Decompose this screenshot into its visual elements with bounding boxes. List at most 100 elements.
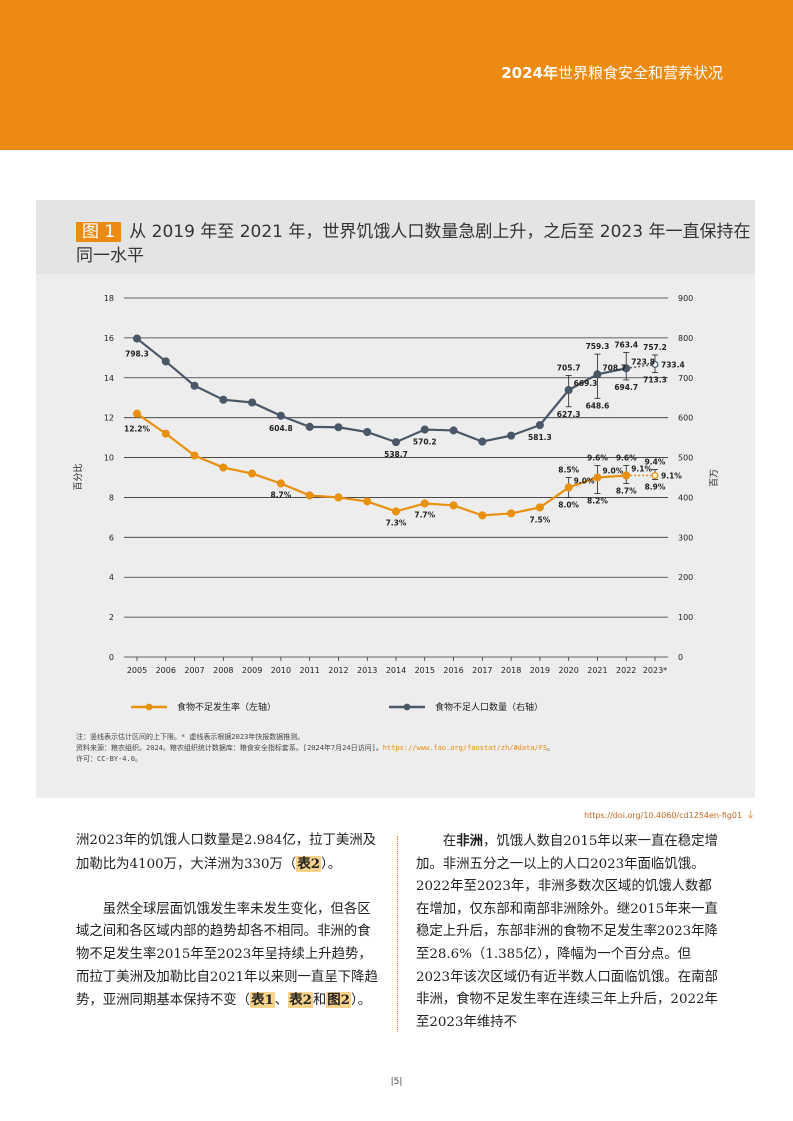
x-tick-label: 2021 [587, 666, 607, 675]
download-icon[interactable]: ⤓ [748, 808, 753, 821]
paragraph-text: 、 [274, 993, 289, 1009]
paragraph-text: ）。 [321, 856, 342, 872]
x-tick-label: 2023* [643, 666, 667, 675]
paragraph-text: ）。 [351, 993, 372, 1009]
data-label: 9.4% [645, 458, 666, 467]
data-point [651, 472, 659, 479]
report-year: 2024年 [501, 64, 558, 82]
paragraph-text: 虽然全球层面饥饿发生率未发生变化，但各区域之间和各区域内部的趋势却各不相同。非洲… [76, 901, 378, 1009]
left-tick-label: 6 [109, 533, 114, 542]
body-column-left: 洲2023年的饥饿人口数量是2.984亿，拉丁美洲及加勒比为4100万，大洋洲为… [76, 830, 382, 1013]
data-point [161, 357, 170, 366]
paragraph-text: 洲2023年的饥饿人口数量是2.984亿，拉丁美洲及加勒比为4100万，大洋洲为… [76, 833, 377, 872]
data-point [391, 438, 401, 447]
data-point [132, 409, 142, 418]
data-label: 723.8 [631, 357, 655, 366]
x-tick-label: 2013 [357, 666, 377, 675]
legend-label: 食物不足发生率（左轴） [177, 701, 276, 713]
data-point [420, 425, 429, 434]
data-label: 8.7% [270, 490, 291, 499]
data-point [593, 473, 602, 482]
series-projection-line [626, 363, 656, 370]
data-label: 9.0% [602, 467, 623, 476]
x-tick-label: 2017 [472, 666, 492, 675]
data-point [449, 501, 458, 510]
doi-link[interactable]: https://doi.org/10.4060/cd1254en-fig01 ⤓ [584, 808, 753, 822]
paragraph: 在非洲，饥饿人数自2015年以来一直在稳定增加。非洲五分之一以上的人口2023年… [416, 830, 722, 1034]
right-tick-label: 0 [678, 653, 683, 662]
data-label: 538.7 [384, 450, 408, 459]
x-tick-label: 2014 [386, 666, 406, 675]
page-number: |5| [390, 1077, 403, 1087]
data-point [219, 395, 228, 404]
data-point [363, 427, 372, 437]
data-point [132, 334, 142, 343]
header-banner: 2024年世界粮食安全和营养状况 [0, 0, 793, 150]
x-tick-label: 2016 [443, 666, 463, 675]
data-label: 9.6% [587, 454, 608, 463]
source-suffix: 。 [547, 744, 555, 752]
data-label: 648.6 [586, 401, 610, 410]
table-ref[interactable]: 表1 [250, 992, 275, 1009]
data-label: 8.7% [616, 486, 637, 495]
data-label: 570.2 [413, 438, 437, 447]
figure-license: 许可：CC-BY-4.0。 [76, 755, 142, 763]
series-line [136, 337, 627, 444]
data-point [535, 421, 544, 430]
x-tick-label: 2007 [184, 666, 204, 675]
table-ref[interactable]: 表2 [288, 992, 313, 1009]
left-tick-label: 4 [109, 573, 114, 582]
data-label: 669.3 [574, 379, 598, 388]
left-tick-label: 2 [109, 613, 114, 622]
data-label: 733.4 [661, 360, 685, 369]
data-label: 705.7 [557, 364, 581, 373]
data-point [334, 423, 343, 432]
left-axis-title: 百分比 [72, 463, 84, 490]
paragraph: 虽然全球层面饥饿发生率未发生变化，但各区域之间和各区域内部的趋势却各不相同。非洲… [76, 899, 382, 1013]
right-tick-label: 800 [678, 334, 693, 343]
data-label: 8.0% [558, 500, 579, 509]
report-title: 2024年世界粮食安全和营养状况 [501, 62, 723, 83]
left-tick-label: 18 [104, 294, 114, 303]
x-tick-label: 2005 [127, 666, 147, 675]
data-point [248, 469, 257, 478]
figure-ref[interactable]: 图2 [326, 992, 352, 1009]
column-divider [397, 836, 398, 1032]
data-point [305, 422, 314, 431]
data-label: 9.1% [631, 465, 652, 474]
figure-tag: 图 1 [76, 222, 122, 242]
data-point [535, 503, 544, 512]
x-tick-label: 2018 [501, 666, 521, 675]
data-label: 12.2% [124, 425, 151, 434]
data-point [219, 463, 228, 472]
paragraph-text: 在 [442, 834, 457, 849]
data-point [420, 499, 429, 508]
data-label: 708.7 [602, 363, 626, 372]
right-tick-label: 600 [678, 414, 693, 423]
right-tick-label: 200 [678, 573, 693, 582]
data-point [593, 370, 602, 379]
x-tick-label: 2009 [242, 666, 262, 675]
doi-text[interactable]: https://doi.org/10.4060/cd1254en-fig01 [584, 811, 743, 820]
source-link[interactable]: https://www.fao.org/faostat/zh/#data/FS [382, 744, 548, 752]
data-label: 763.4 [614, 340, 638, 349]
right-tick-label: 500 [678, 454, 693, 463]
x-tick-label: 2008 [213, 666, 233, 675]
x-tick-label: 2012 [328, 666, 348, 675]
x-tick-label: 2010 [271, 666, 291, 675]
data-point [190, 381, 199, 390]
data-point [276, 411, 285, 420]
table-ref[interactable]: 表2 [296, 855, 322, 872]
data-label: 8.9% [645, 482, 666, 491]
figure-note: 注：竖线表示估计区间的上下限。* 虚线表示根据2023年快报数据推测。 [76, 733, 305, 741]
data-point [190, 451, 199, 460]
paragraph: 洲2023年的饥饿人口数量是2.984亿，拉丁美洲及加勒比为4100万，大洋洲为… [76, 830, 382, 876]
data-point [622, 364, 631, 373]
data-point [276, 479, 285, 488]
data-label: 8.5% [558, 466, 579, 475]
right-tick-label: 300 [678, 533, 693, 542]
data-point [478, 437, 487, 446]
data-point [449, 426, 458, 435]
